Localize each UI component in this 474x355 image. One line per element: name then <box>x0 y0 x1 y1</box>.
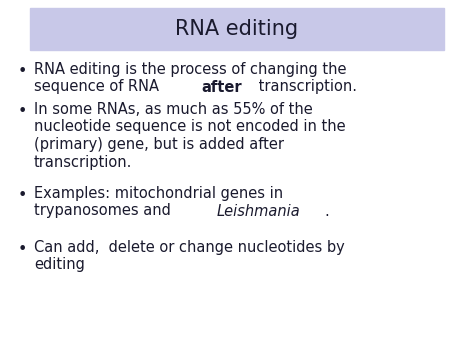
Text: .: . <box>325 203 329 218</box>
Text: In some RNAs, as much as 55% of the: In some RNAs, as much as 55% of the <box>34 102 313 117</box>
Text: RNA editing is the process of changing the: RNA editing is the process of changing t… <box>34 62 346 77</box>
Text: RNA editing: RNA editing <box>175 19 299 39</box>
Text: editing: editing <box>34 257 85 273</box>
Text: sequence of RNA: sequence of RNA <box>34 80 164 94</box>
Text: •: • <box>18 188 27 203</box>
Text: transcription.: transcription. <box>254 80 356 94</box>
Text: •: • <box>18 64 27 79</box>
Text: transcription.: transcription. <box>34 154 132 169</box>
FancyBboxPatch shape <box>30 8 444 50</box>
Text: (primary) gene, but is added after: (primary) gene, but is added after <box>34 137 284 152</box>
Text: nucleotide sequence is not encoded in the: nucleotide sequence is not encoded in th… <box>34 120 346 135</box>
Text: after: after <box>201 80 242 94</box>
Text: Examples: mitochondrial genes in: Examples: mitochondrial genes in <box>34 186 283 201</box>
Text: •: • <box>18 104 27 119</box>
Text: Leishmania: Leishmania <box>217 203 301 218</box>
Text: •: • <box>18 242 27 257</box>
Text: Can add,  delete or change nucleotides by: Can add, delete or change nucleotides by <box>34 240 345 255</box>
Text: trypanosomes and: trypanosomes and <box>34 203 175 218</box>
